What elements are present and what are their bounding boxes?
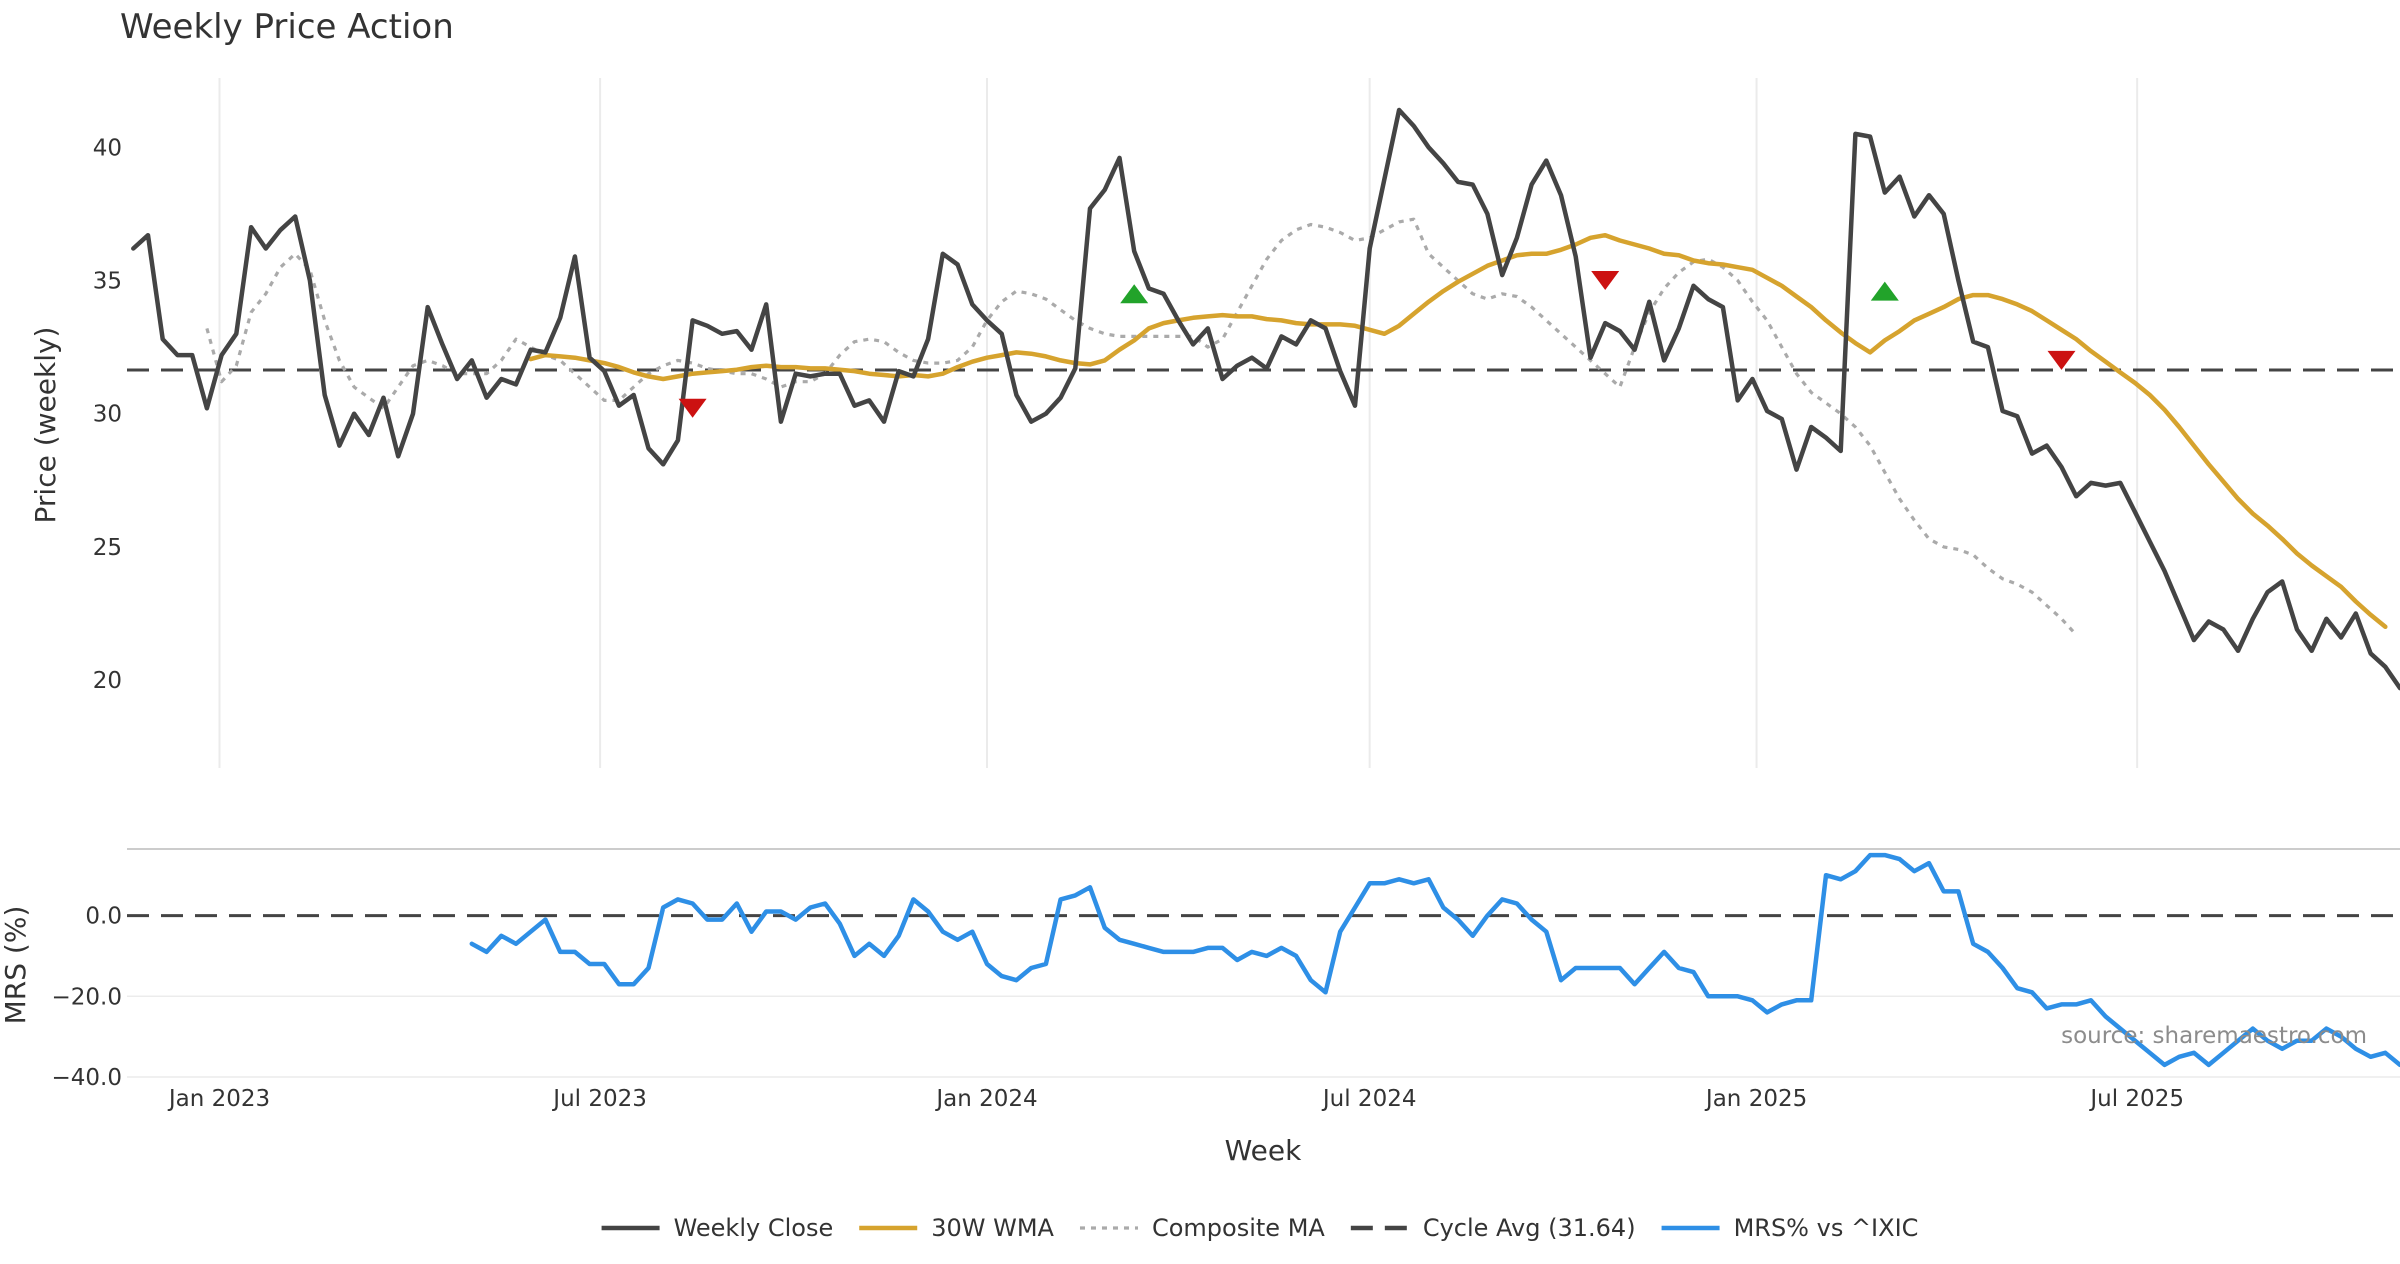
mrs-y-ticks: 0.0 −20.0 −40.0	[52, 904, 122, 1091]
buy-signal-marker	[1120, 284, 1149, 304]
series-30w-wma	[528, 232, 2388, 630]
y-tick-label: −20.0	[52, 984, 122, 1010]
price-panel: 20 25 30 35 40 Price (weekly)	[29, 78, 2400, 768]
legend-label-weekly-close: Weekly Close	[674, 1214, 834, 1242]
y-tick-label: 30	[93, 402, 122, 428]
legend-label-30w-wma: 30W WMA	[931, 1214, 1054, 1242]
mrs-series-group	[469, 852, 2400, 1068]
x-tick-label: Jul 2023	[551, 1086, 647, 1112]
sell-signal-marker	[678, 398, 707, 418]
x-axis-label: Week	[1225, 1134, 1302, 1167]
x-tick-label: Jan 2023	[167, 1086, 270, 1112]
signal-markers	[678, 271, 2076, 418]
legend-label-composite-ma: Composite MA	[1152, 1214, 1325, 1242]
price-y-axis-label: Price (weekly)	[29, 327, 62, 524]
x-axis-ticks: Jan 2023 Jul 2023 Jan 2024 Jul 2024 Jan 2025…	[167, 1086, 2184, 1112]
series-mrs-vs-ixic	[469, 852, 2400, 1068]
y-tick-label: −40.0	[52, 1065, 122, 1091]
series-composite-ma	[205, 217, 2078, 636]
mrs-panel: 0.0 −20.0 −40.0 MRS (%) source: sharemaest…	[0, 852, 2400, 1091]
legend-label-cycle-avg-31-64: Cycle Avg (31.64)	[1423, 1214, 1636, 1242]
mrs-gridlines	[127, 995, 2400, 1078]
chart-legend: Weekly Close 30W WMA Composite MA Cycle Avg…	[601, 1214, 1919, 1242]
mrs-y-axis-label: MRS (%)	[0, 906, 32, 1025]
y-tick-label: 20	[93, 668, 122, 694]
sell-signal-marker	[2047, 350, 2076, 370]
y-tick-label: 25	[93, 535, 122, 561]
source-note: source: sharemaestro.com	[2061, 1023, 2367, 1049]
series-weekly-close	[131, 107, 2400, 691]
price-y-ticks: 20 25 30 35 40	[93, 135, 122, 694]
x-tick-label: Jul 2024	[1321, 1086, 1417, 1112]
chart-title: Weekly Price Action	[120, 7, 454, 47]
buy-signal-marker	[1870, 281, 1899, 301]
price-series-group	[131, 107, 2400, 691]
y-tick-label: 0.0	[85, 904, 122, 930]
y-tick-label: 35	[93, 268, 122, 294]
x-tick-label: Jan 2024	[934, 1086, 1037, 1112]
price-gridlines	[218, 78, 2139, 768]
y-tick-label: 40	[93, 135, 122, 161]
legend-label-mrs-vs-ixic: MRS% vs ^IXIC	[1734, 1214, 1919, 1242]
sell-signal-marker	[1591, 271, 1620, 290]
x-tick-label: Jan 2025	[1704, 1086, 1807, 1112]
x-tick-label: Jul 2025	[2088, 1086, 2184, 1112]
